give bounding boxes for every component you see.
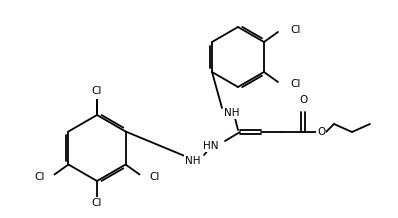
Text: Cl: Cl [92,86,102,96]
Text: Cl: Cl [92,198,102,208]
Text: Cl: Cl [150,172,160,182]
Text: Cl: Cl [290,79,300,89]
Text: NH: NH [224,108,240,118]
Text: HN: HN [203,141,219,151]
Text: Cl: Cl [34,172,45,182]
Text: NH: NH [185,156,200,166]
Text: O: O [317,127,325,137]
Text: O: O [299,95,307,105]
Text: Cl: Cl [290,25,300,35]
Text: Cl: Cl [92,88,102,98]
